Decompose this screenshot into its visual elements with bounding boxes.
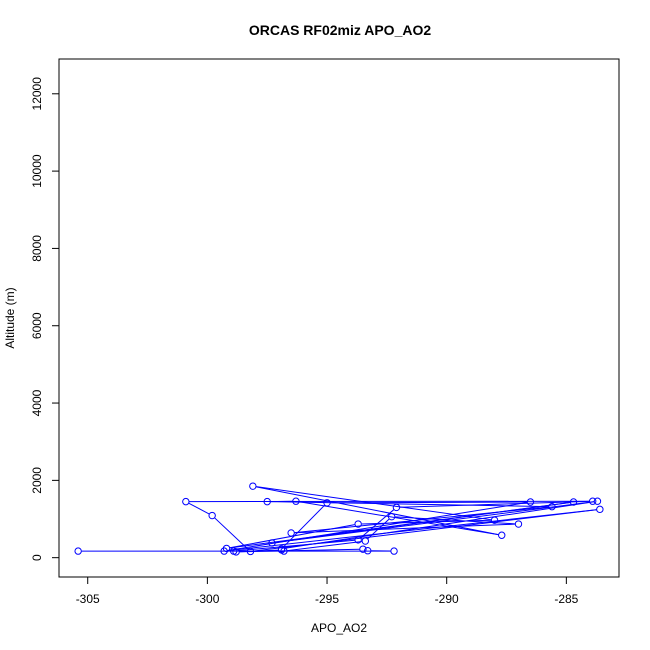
data-point — [74, 547, 82, 555]
series-line-segment — [283, 504, 325, 547]
y-tick-label: 4000 — [30, 389, 44, 416]
series-line-segment — [275, 501, 595, 544]
y-tick-label: 0 — [30, 554, 44, 561]
data-point — [280, 547, 288, 555]
series-line-segment — [330, 501, 527, 504]
y-tick-label: 10000 — [30, 154, 44, 188]
data-point — [392, 503, 401, 512]
series-layer — [74, 482, 604, 556]
x-tick-label: -300 — [195, 592, 219, 606]
data-point — [277, 545, 286, 553]
series-line-segment — [256, 486, 499, 536]
data-point — [287, 529, 295, 537]
series-line-segment — [256, 486, 492, 521]
data-point — [490, 516, 499, 524]
data-point — [498, 531, 506, 539]
series-line-segment — [227, 502, 528, 552]
data-point — [514, 520, 523, 528]
series-line-segment — [287, 540, 362, 552]
x-tick-label: -295 — [315, 592, 339, 606]
series-line-segment — [227, 509, 597, 552]
y-axis: 0 2000 4000 6000 8000 10000 12000 — [30, 77, 60, 561]
data-point — [526, 498, 535, 506]
data-point — [569, 498, 578, 506]
data-point — [354, 536, 362, 544]
data-point — [593, 497, 602, 505]
data-point — [596, 505, 604, 514]
data-point — [249, 482, 257, 490]
y-tick-label: 12000 — [30, 77, 44, 111]
series-line-segment — [360, 509, 395, 539]
data-point — [292, 497, 300, 505]
plot-frame — [58, 58, 620, 578]
x-tick-label: -290 — [435, 592, 459, 606]
series-line-segment — [294, 523, 516, 534]
data-point — [246, 547, 255, 556]
data-point — [387, 512, 396, 521]
series-line-segment — [188, 502, 210, 515]
series-line-segment — [270, 501, 549, 508]
data-point — [588, 497, 597, 505]
data-point — [548, 502, 556, 511]
y-axis-label: Altitude (m) — [3, 287, 17, 348]
data-point — [182, 497, 190, 506]
series-line-segment — [214, 517, 249, 550]
data-point — [208, 511, 216, 520]
data-point — [354, 520, 362, 528]
series-line-segment — [299, 501, 499, 536]
series-line-segment — [399, 500, 590, 508]
series-line-segment — [237, 539, 355, 552]
data-point — [230, 547, 238, 555]
chart-title: ORCAS RF02miz APO_AO2 — [249, 22, 432, 38]
data-point — [220, 547, 228, 555]
data-point — [263, 497, 271, 506]
series-line-segment — [284, 501, 595, 549]
x-tick-label: -305 — [76, 592, 100, 606]
y-tick-label: 2000 — [30, 467, 44, 494]
y-tick-label: 6000 — [30, 312, 44, 339]
data-point — [359, 545, 367, 553]
data-point — [323, 499, 331, 507]
x-axis-label: APO_AO2 — [311, 621, 367, 635]
data-point — [390, 547, 398, 555]
data-point — [361, 537, 370, 545]
y-tick-label: 8000 — [30, 235, 44, 262]
data-point — [364, 547, 372, 555]
x-axis: -305 -300 -295 -290 -285 — [76, 576, 579, 606]
data-point — [268, 539, 276, 547]
x-tick-label: -285 — [554, 592, 578, 606]
